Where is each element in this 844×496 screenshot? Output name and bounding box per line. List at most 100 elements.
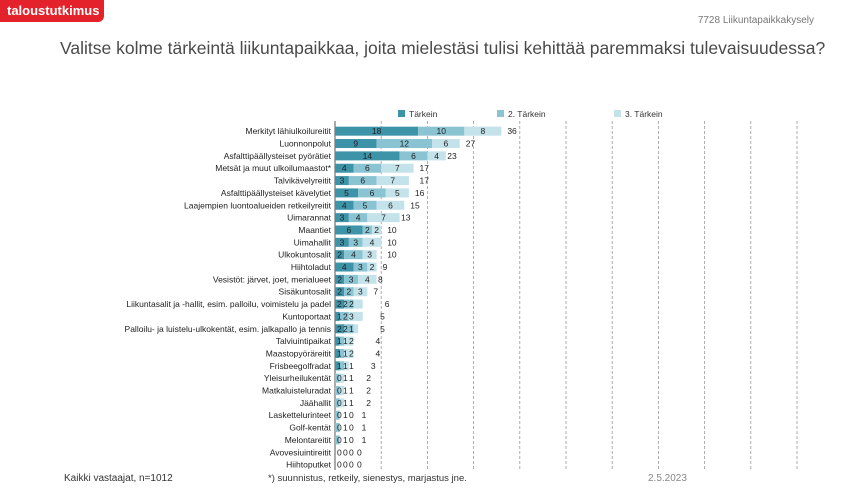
bar-segment bbox=[353, 163, 382, 173]
bar-segment bbox=[339, 336, 345, 346]
segment-value-label: 0 bbox=[337, 423, 342, 433]
total-value-label: 10 bbox=[387, 237, 397, 247]
bar-segment bbox=[335, 250, 345, 260]
segment-value-label: 2 bbox=[365, 225, 370, 235]
total-value-label: 5 bbox=[380, 324, 385, 334]
bar-segment bbox=[464, 126, 502, 136]
category-label: Sisäkuntosalit bbox=[279, 287, 332, 297]
legend-label: Tärkein bbox=[409, 109, 438, 119]
brand-logo: taloustutkimus bbox=[0, 0, 104, 22]
segment-value-label: 1 bbox=[343, 373, 348, 383]
bar-segment bbox=[344, 274, 359, 284]
category-label: Matkaluisteluradat bbox=[262, 386, 332, 396]
segment-value-label: 3 bbox=[367, 250, 372, 260]
category-label: Uimahallit bbox=[294, 237, 332, 247]
bar-segment bbox=[367, 213, 400, 223]
bar-segment bbox=[335, 361, 340, 371]
segment-value-label: 0 bbox=[337, 410, 342, 420]
segment-value-label: 3 bbox=[349, 274, 354, 284]
legend-label: 3. Tärkein bbox=[625, 109, 663, 119]
segment-value-label: 2 bbox=[337, 274, 342, 284]
category-label: Hiihtoladut bbox=[291, 262, 332, 272]
category-label: Metsät ja muut ulkoilumaastot* bbox=[215, 163, 331, 173]
segment-value-label: 10 bbox=[437, 126, 447, 136]
segment-value-label: 6 bbox=[365, 163, 370, 173]
segment-value-label: 2 bbox=[343, 311, 348, 321]
total-value-label: 0 bbox=[357, 447, 362, 457]
total-value-label: 3 bbox=[371, 361, 376, 371]
bar-segment bbox=[344, 299, 354, 309]
bar-segment bbox=[376, 200, 405, 210]
bar-segment bbox=[335, 348, 340, 358]
bar-segment bbox=[427, 151, 446, 161]
bar-segment bbox=[339, 373, 345, 383]
bar-segment bbox=[381, 163, 414, 173]
bar-segment bbox=[335, 423, 340, 433]
bar-segment bbox=[358, 274, 377, 284]
segment-value-label: 3 bbox=[358, 262, 363, 272]
total-value-label: 2 bbox=[366, 386, 371, 396]
category-label: Ulkokuntosalit bbox=[278, 250, 332, 260]
segment-value-label: 3 bbox=[340, 176, 345, 186]
segment-value-label: 1 bbox=[343, 423, 348, 433]
bar-segment bbox=[344, 250, 363, 260]
total-value-label: 1 bbox=[362, 435, 367, 445]
segment-value-label: 2 bbox=[343, 299, 348, 309]
category-label: Yleisurheilukentät bbox=[264, 373, 332, 383]
segment-value-label: 4 bbox=[370, 237, 375, 247]
segment-value-label: 0 bbox=[337, 373, 342, 383]
segment-value-label: 0 bbox=[337, 447, 342, 457]
category-label: Hiihtoputket bbox=[286, 460, 332, 470]
total-value-label: 7 bbox=[373, 287, 378, 297]
segment-value-label: 0 bbox=[349, 423, 354, 433]
category-label: Jäähallit bbox=[300, 398, 332, 408]
segment-value-label: 2 bbox=[349, 336, 354, 346]
legend-swatch bbox=[497, 110, 504, 117]
total-value-label: 27 bbox=[466, 139, 476, 149]
bar-segment bbox=[339, 311, 349, 321]
total-value-label: 10 bbox=[387, 225, 397, 235]
segment-value-label: 4 bbox=[356, 213, 361, 223]
bar-segment bbox=[362, 237, 382, 247]
bar-segment bbox=[348, 311, 363, 321]
bar-segment bbox=[348, 237, 363, 247]
total-value-label: 2 bbox=[366, 398, 371, 408]
segment-value-label: 1 bbox=[349, 373, 354, 383]
bar-segment bbox=[335, 237, 349, 247]
segment-value-label: 1 bbox=[337, 361, 342, 371]
total-value-label: 9 bbox=[383, 262, 388, 272]
bar-segment bbox=[376, 139, 433, 149]
category-label: Luonnonpolut bbox=[279, 139, 331, 149]
segment-value-label: 0 bbox=[343, 447, 348, 457]
category-label: Laskettelurinteet bbox=[269, 410, 332, 420]
segment-value-label: 2 bbox=[337, 250, 342, 260]
bar-segment bbox=[348, 213, 368, 223]
bar-segment bbox=[353, 324, 359, 334]
bar-segment bbox=[385, 188, 409, 198]
chart-title: Valitse kolme tärkeintä liikuntapaikkaa,… bbox=[60, 38, 826, 58]
segment-value-label: 1 bbox=[349, 361, 354, 371]
bar-segment bbox=[339, 398, 345, 408]
segment-value-label: 1 bbox=[337, 336, 342, 346]
segment-value-label: 2 bbox=[349, 348, 354, 358]
segment-value-label: 0 bbox=[337, 460, 342, 470]
segment-value-label: 5 bbox=[363, 200, 368, 210]
bar-segment bbox=[335, 126, 419, 136]
segment-value-label: 8 bbox=[480, 126, 485, 136]
category-label: Melontareitit bbox=[285, 435, 332, 445]
bar-segment bbox=[335, 188, 359, 198]
bar-segment bbox=[371, 225, 382, 235]
total-value-label: 17 bbox=[420, 163, 430, 173]
segment-value-label: 4 bbox=[342, 262, 347, 272]
segment-value-label: 1 bbox=[343, 398, 348, 408]
segment-value-label: 9 bbox=[353, 139, 358, 149]
segment-value-label: 0 bbox=[343, 460, 348, 470]
bar-segment bbox=[344, 287, 354, 297]
category-label: Talvikävelyreitit bbox=[274, 176, 332, 186]
category-label: Kuntoportaat bbox=[282, 311, 331, 321]
total-value-label: 5 bbox=[380, 311, 385, 321]
bar-segment bbox=[335, 139, 377, 149]
category-label: Frisbeegolfradat bbox=[270, 361, 332, 371]
bar-segment bbox=[335, 386, 340, 396]
